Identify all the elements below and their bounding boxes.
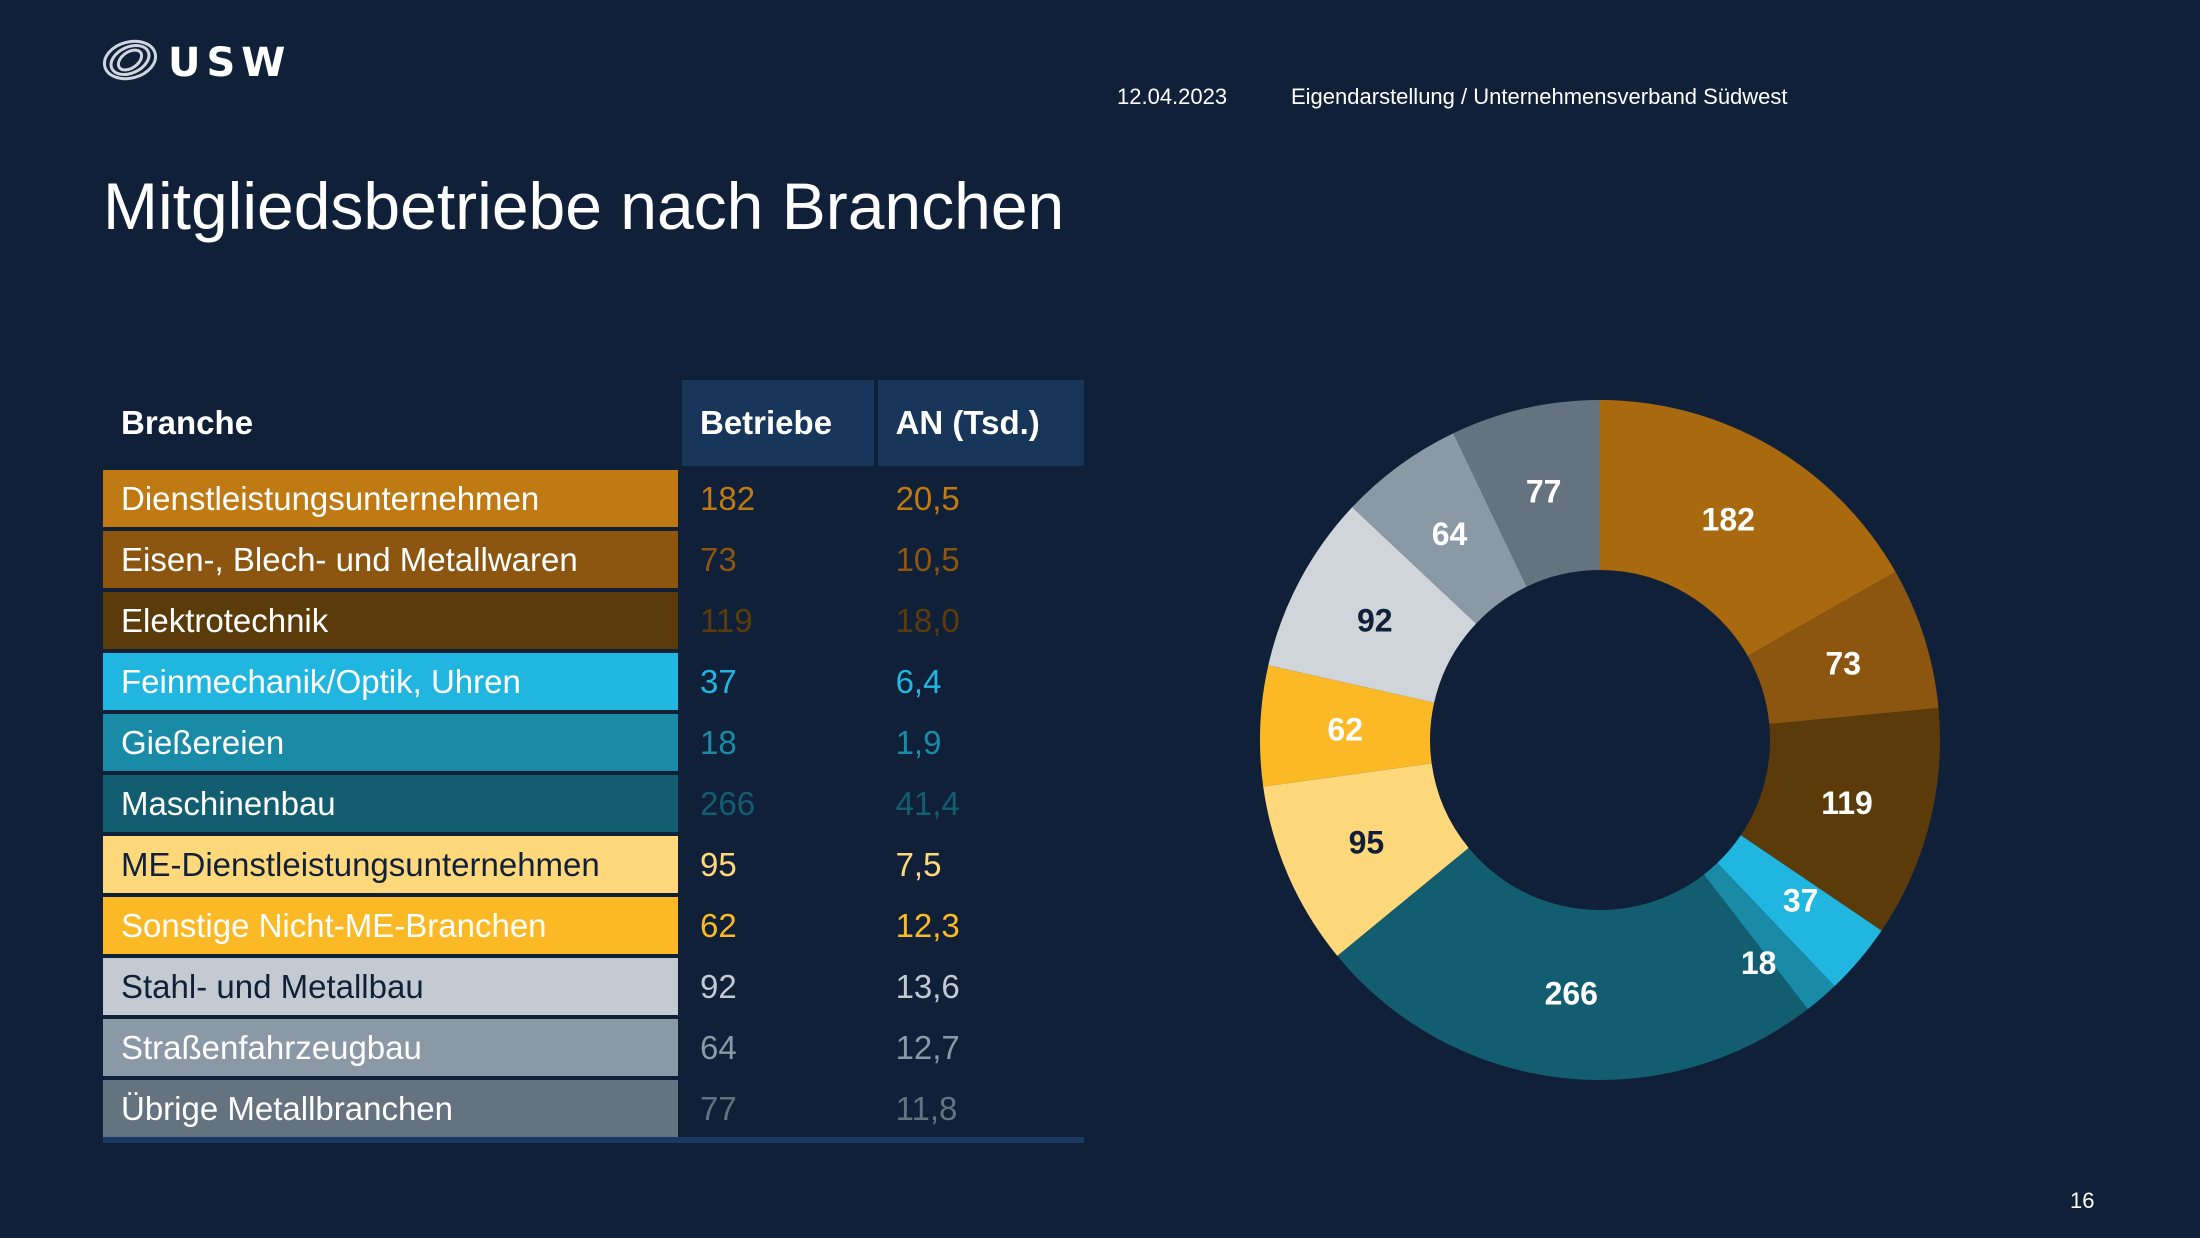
table-row: Stahl- und Metallbau 92 13,6: [103, 954, 1084, 1018]
donut-slice: [1263, 763, 1469, 956]
page-number: 16: [2070, 1188, 2095, 1213]
donut-slice: [1453, 400, 1600, 587]
table-row: Straßenfahrzeugbau 64 12,7: [103, 1015, 1084, 1079]
an-value: 11,8: [873, 1076, 1084, 1143]
donut-slice: [1600, 400, 1896, 656]
donut-slice: [1337, 847, 1808, 1080]
betriebe-value: 73: [678, 527, 876, 591]
an-value: 12,7: [873, 1015, 1084, 1079]
donut-slice: [1747, 571, 1939, 725]
betriebe-value: 37: [678, 649, 876, 713]
donut-slice: [1740, 708, 1940, 931]
branche-label: Maschinenbau: [103, 771, 680, 835]
logo-text: USW: [168, 40, 292, 86]
header-betriebe: Betriebe: [678, 380, 876, 468]
betriebe-value: 92: [678, 954, 876, 1018]
usw-logo-icon: [102, 39, 158, 81]
branche-label: Gießereien: [103, 710, 680, 774]
branche-label: Stahl- und Metallbau: [103, 954, 680, 1018]
header-an: AN (Tsd.): [873, 380, 1084, 468]
table-row: Eisen-, Blech- und Metallwaren 73 10,5: [103, 527, 1084, 591]
branche-label: Eisen-, Blech- und Metallwaren: [103, 527, 680, 591]
branche-label: ME-Dienstleistungsunternehmen: [103, 832, 680, 896]
table-row: Dienstleistungsunternehmen 182 20,5: [103, 466, 1084, 530]
slice-value-label: 266: [1545, 975, 1598, 1011]
betriebe-value: 266: [678, 771, 876, 835]
an-value: 1,9: [873, 710, 1084, 774]
table-row: Gießereien 18 1,9: [103, 710, 1084, 774]
header-source: Eigendarstellung / Unternehmensverband S…: [1291, 84, 1788, 109]
donut-slice: [1352, 433, 1527, 624]
an-value: 10,5: [873, 527, 1084, 591]
slice-value-label: 95: [1349, 824, 1385, 860]
table-row: Übrige Metallbranchen 77 11,8: [103, 1076, 1084, 1143]
slice-value-label: 73: [1825, 645, 1861, 681]
donut-slice: [1260, 665, 1435, 787]
an-value: 6,4: [873, 649, 1084, 713]
branche-label: Übrige Metallbranchen: [103, 1076, 680, 1143]
branchen-table: Branche Betriebe AN (Tsd.) Dienstleistun…: [103, 380, 1084, 1143]
an-value: 18,0: [873, 588, 1084, 652]
slice-value-label: 64: [1432, 516, 1468, 552]
betriebe-value: 62: [678, 893, 876, 957]
slice-value-label: 77: [1526, 473, 1562, 509]
table-row: Feinmechanik/Optik, Uhren 37 6,4: [103, 649, 1084, 713]
an-value: 12,3: [873, 893, 1084, 957]
branche-label: Dienstleistungsunternehmen: [103, 466, 680, 530]
betriebe-value: 182: [678, 466, 876, 530]
slice-value-label: 37: [1783, 883, 1819, 919]
branche-label: Straßenfahrzeugbau: [103, 1015, 680, 1079]
header-date: 12.04.2023: [1117, 84, 1228, 109]
donut-slice: [1703, 863, 1835, 1010]
branche-label: Sonstige Nicht-ME-Branchen: [103, 893, 680, 957]
an-value: 13,6: [873, 954, 1084, 1018]
betriebe-value: 18: [678, 710, 876, 774]
table-row: Maschinenbau 266 41,4: [103, 771, 1084, 835]
donut-slice: [1268, 507, 1477, 703]
slice-value-label: 119: [1821, 785, 1873, 821]
betriebe-value: 95: [678, 832, 876, 896]
slice-value-label: 18: [1741, 945, 1777, 981]
donut-slice: [1717, 835, 1882, 987]
table-header-row: Branche Betriebe AN (Tsd.): [103, 380, 1084, 468]
an-value: 20,5: [873, 466, 1084, 530]
betriebe-value: 119: [678, 588, 876, 652]
page-title: Mitgliedsbetriebe nach Branchen: [103, 169, 1065, 243]
branche-label: Feinmechanik/Optik, Uhren: [103, 649, 680, 713]
slice-value-label: 92: [1357, 602, 1393, 638]
branche-label: Elektrotechnik: [103, 588, 680, 652]
an-value: 41,4: [873, 771, 1084, 835]
betriebe-value: 64: [678, 1015, 876, 1079]
slice-value-label: 182: [1702, 502, 1755, 538]
an-value: 7,5: [873, 832, 1084, 896]
table-row: Elektrotechnik 119 18,0: [103, 588, 1084, 652]
table-row: Sonstige Nicht-ME-Branchen 62 12,3: [103, 893, 1084, 957]
table-row: ME-Dienstleistungsunternehmen 95 7,5: [103, 832, 1084, 896]
slice-value-label: 62: [1327, 711, 1363, 747]
header-branche: Branche: [103, 380, 680, 468]
betriebe-value: 77: [678, 1076, 876, 1143]
